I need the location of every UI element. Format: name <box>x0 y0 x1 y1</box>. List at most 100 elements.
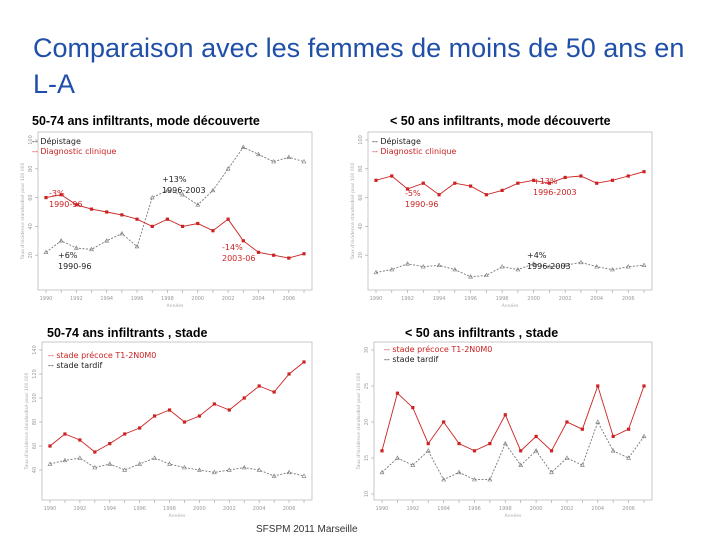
data-point-square <box>196 221 200 226</box>
data-point-square <box>374 178 378 182</box>
data-point-square <box>120 213 124 217</box>
trend-annotation: +13% <box>162 175 187 184</box>
chart-panel-moins-50-stade: < 50 ans infiltrants , stade 10 15 20 25 30 T… <box>350 322 662 522</box>
legend-entry: -- Dépistage <box>372 136 421 146</box>
line-chart: 10 15 20 25 30 Taux d'incidence standardisé p… <box>355 341 653 519</box>
x-tick-label: 1998 <box>496 296 509 302</box>
trend-annotation: 1990-96 <box>58 262 91 271</box>
data-point-square <box>626 427 631 431</box>
data-point-square <box>565 420 569 424</box>
data-point-square <box>138 426 142 430</box>
y-tick-label: 30 <box>364 347 370 353</box>
data-point-triangle <box>256 467 262 472</box>
data-point-triangle <box>405 261 410 266</box>
data-point-triangle <box>389 266 395 272</box>
data-point-square <box>182 420 187 424</box>
x-axis-label: Années <box>167 302 184 309</box>
line-chart: 40 60 80 100 120 140 Taux d'incidence standard… <box>23 341 313 519</box>
data-point-triangle <box>594 264 600 269</box>
data-point-triangle <box>420 264 426 269</box>
data-point-square <box>579 174 583 178</box>
y-tick-label: 80 <box>28 166 34 172</box>
line-chart: 20 40 60 80 100 Taux d'incidence standardisé … <box>19 131 313 309</box>
trend-annotation: 1990-96 <box>49 200 82 209</box>
x-tick-label: 2004 <box>253 506 266 512</box>
y-tick-label: 20 <box>364 419 370 425</box>
data-point-square <box>421 181 425 185</box>
y-tick-label: 20 <box>358 252 364 258</box>
data-point-square <box>516 181 520 185</box>
x-tick-label: 1996 <box>133 506 146 512</box>
x-axis-label: Années <box>502 302 519 309</box>
data-point-triangle <box>436 262 442 267</box>
y-tick-label: 140 <box>32 345 38 355</box>
data-point-triangle <box>578 259 584 265</box>
x-tick-label: 1990 <box>44 506 57 512</box>
series-line <box>49 457 305 477</box>
data-point-triangle <box>301 473 307 478</box>
data-point-triangle <box>595 419 601 424</box>
data-point-square <box>78 438 82 442</box>
data-point-square <box>287 256 291 260</box>
y-tick-label: 120 <box>32 369 38 379</box>
data-point-triangle <box>564 455 570 460</box>
data-point-triangle <box>180 192 185 197</box>
data-point-triangle <box>472 476 477 482</box>
legend-entry: -- Dépistage <box>32 136 81 146</box>
data-point-triangle <box>395 455 400 460</box>
data-point-triangle <box>104 238 110 243</box>
data-point-triangle <box>256 151 261 157</box>
trend-annotation: 1996-2003 <box>533 188 577 197</box>
chart-title: < 50 ans infiltrants, mode découverte <box>390 114 611 128</box>
data-point-square <box>611 434 615 438</box>
y-tick-label: 20 <box>28 252 34 258</box>
x-tick-label: 2006 <box>622 506 635 512</box>
data-point-square <box>48 444 52 448</box>
x-tick-label: 1996 <box>131 296 144 302</box>
data-point-triangle <box>211 469 217 475</box>
data-point-triangle <box>197 467 202 472</box>
data-point-triangle <box>107 461 113 466</box>
chart-title: < 50 ans infiltrants , stade <box>405 326 559 340</box>
legend-entry: -- Diagnostic clinique <box>32 147 116 156</box>
trend-annotation: -3% <box>49 189 65 198</box>
x-tick-label: 1992 <box>401 296 414 302</box>
data-point-triangle <box>210 187 216 193</box>
x-tick-label: 2002 <box>223 506 236 512</box>
x-tick-label: 1990 <box>40 296 53 302</box>
x-axis-label: Années <box>505 512 522 519</box>
data-point-triangle <box>167 461 172 466</box>
x-tick-label: 1990 <box>376 506 389 512</box>
y-axis-label: Taux d'incidence standardisé pour 100 00… <box>350 162 356 260</box>
data-point-triangle <box>271 158 277 164</box>
y-tick-label: 100 <box>28 135 34 145</box>
x-tick-label: 1994 <box>100 296 113 302</box>
trend-annotation: 1996-2003 <box>527 262 571 271</box>
x-tick-label: 2004 <box>252 296 265 302</box>
data-point-square <box>532 178 536 182</box>
chart-panel-moins-50-decouverte: < 50 ans infiltrants, mode découverte 20… <box>350 112 662 310</box>
legend-entry: -- stade tardif <box>48 361 103 370</box>
data-point-square <box>272 390 276 394</box>
trend-annotation: 1990-96 <box>405 200 438 209</box>
data-point-square <box>395 391 400 395</box>
data-point-square <box>488 442 492 446</box>
y-tick-label: 80 <box>358 166 364 172</box>
x-tick-label: 1994 <box>437 506 450 512</box>
y-tick-label: 60 <box>28 194 34 200</box>
data-point-triangle <box>549 469 554 475</box>
data-point-square <box>547 181 552 185</box>
data-point-square <box>405 187 410 191</box>
data-point-square <box>105 210 109 214</box>
data-point-triangle <box>456 469 462 475</box>
data-point-triangle <box>641 262 647 267</box>
data-point-square <box>610 178 615 182</box>
data-point-triangle <box>225 166 231 171</box>
y-tick-label: 60 <box>358 194 364 200</box>
data-point-square <box>93 450 97 454</box>
x-tick-label: 2000 <box>527 296 540 302</box>
data-point-triangle <box>286 469 292 475</box>
series-line <box>381 420 645 481</box>
data-point-square <box>123 432 127 436</box>
data-point-triangle <box>533 448 539 453</box>
